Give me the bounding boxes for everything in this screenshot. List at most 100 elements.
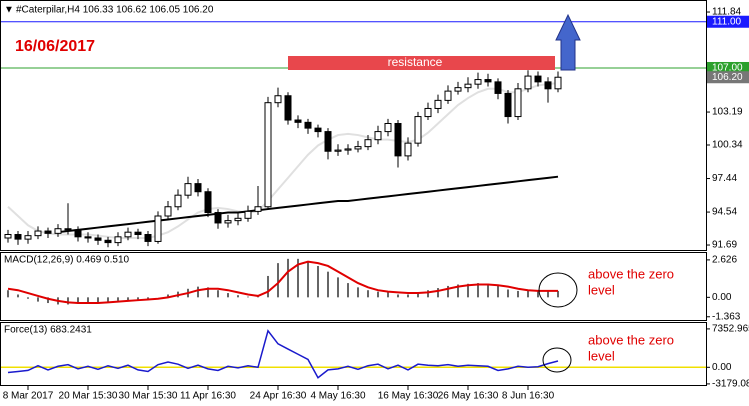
resistance-box [288,56,555,70]
candle-body [504,92,512,118]
y-tick-label: 91.69 [712,240,737,251]
candle-body [474,79,482,85]
candle-body [484,79,492,83]
y-tick-label: 111.84 [712,7,742,18]
candle-body [134,231,142,236]
force-annotation: above the zero [588,332,674,347]
last-price-label: 106.20 [712,72,743,83]
candle-body [494,81,502,94]
up-arrow [555,13,581,71]
candle-body [214,212,222,224]
force-circle [542,347,572,373]
candle-body [304,121,312,129]
level-tag [707,61,749,74]
y-tick-label: 100.34 [712,140,743,151]
candle-body [264,102,272,208]
level-label: 111.00 [712,16,742,27]
y-tick-label: 103.19 [712,107,743,118]
force-panel [0,322,707,386]
x-tick-label: 26 May 16:30 [438,391,499,402]
force-line [7,329,559,379]
candle-body [314,127,322,133]
macd-annotation: level [588,282,615,297]
resistance-label: resistance [388,55,443,69]
macd-annotation: above the zero [588,266,674,281]
candle-body [44,230,52,234]
candle-body [74,229,82,238]
candle-body [464,83,472,89]
candle-body [534,75,542,83]
y-tick-label: -1.363 [712,311,741,322]
candle-body [144,234,152,242]
ma-fast [7,82,559,239]
candle-body [344,148,352,151]
candle-body [254,206,262,212]
macd-signal [7,260,558,305]
candle-body [224,220,232,224]
candle-body [394,122,402,157]
candle-body [334,149,342,152]
candle-body [34,230,42,237]
candle-body [444,90,452,101]
x-tick-label: 20 Mar 15:30 [59,391,118,402]
candle-body [454,87,462,92]
y-tick-label: -3179.08 [712,379,749,390]
candle-body [354,146,362,150]
candle-body [404,142,412,157]
date-label: 16/06/2017 [15,38,95,55]
candle-body [4,234,12,239]
x-tick-label: 8 Jun 16:30 [502,391,555,402]
candle-body [114,236,122,244]
candle-body [54,228,62,234]
candle-body [64,228,72,231]
candle-body [554,76,562,90]
last-price-tag [707,71,749,84]
y-tick-label: 7352.965 [712,324,749,335]
candle-body [24,235,32,240]
candle-body [374,131,382,141]
header: #Caterpilar,H4 106.33 106.62 106.05 106.… [16,5,214,16]
y-tick-label: 94.54 [712,207,737,218]
candle-body [174,194,182,208]
y-tick-label: 0.00 [712,362,732,373]
candle-body [324,131,332,152]
macd-panel [0,252,707,321]
candle-body [294,119,302,123]
candle-body [244,210,252,219]
candle-body [514,88,522,118]
y-tick-label: 0.00 [712,292,732,303]
candle-body [154,215,162,242]
x-tick-label: 8 Mar 2017 [3,391,54,402]
x-tick-label: 16 May 16:30 [378,391,439,402]
x-tick-label: 24 Apr 16:30 [250,391,307,402]
candle-body [194,183,202,193]
candle-body [164,206,172,217]
x-tick-label: 30 Mar 15:30 [119,391,178,402]
force-annotation: level [588,348,615,363]
candle-body [84,236,92,239]
candle-body [14,234,22,240]
candle-body [94,237,102,241]
x-tick-label: 11 Apr 16:30 [180,391,236,402]
candle-body [284,95,292,121]
candle-body [414,116,422,144]
candle-body [124,231,132,238]
level-tag [707,15,749,28]
candle-body [364,139,372,148]
x-tick-label: 4 May 16:30 [310,391,365,402]
level-label: 107.00 [712,63,743,74]
candle-body [384,122,392,133]
candle-body [424,107,432,118]
candle-body [274,95,282,104]
macd-title: MACD(12,26,9) 0.469 0.510 [4,255,130,266]
y-tick-label: 97.44 [712,173,737,184]
candle-body [524,75,532,90]
force-title: Force(13) 683.2431 [4,325,92,336]
candle-body [544,81,552,90]
macd-circle [538,272,578,308]
main-panel [0,0,707,251]
menu-icon[interactable]: ▼ [4,5,14,16]
y-tick-label: 2.626 [712,255,737,266]
candle-body [234,217,242,222]
